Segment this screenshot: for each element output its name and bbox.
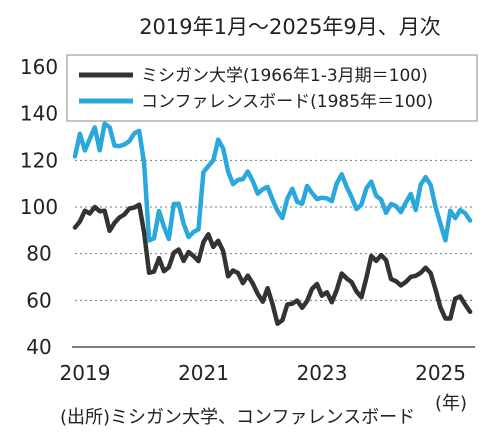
y-tick-label: 40 [26,335,51,359]
series-line-conference-board [72,121,473,243]
y-tick-label: 140 [20,102,58,126]
x-tick-label: 2023 [297,361,348,385]
chart-title: 2019年1月～2025年9月、月次 [139,15,441,39]
y-tick-label: 60 [26,288,51,312]
legend-label-michigan: ミシガン大学(1966年1-3月期＝100) [141,66,428,86]
y-tick-label: 120 [20,148,58,172]
x-tick-label: 2021 [178,361,229,385]
x-tick-labels: 2019 2021 2023 2025 [60,361,466,385]
x-tick-label: 2025 [415,361,466,385]
y-tick-labels: 160 140 120 100 80 60 40 [20,55,58,359]
series-lines [72,121,473,326]
x-axis-unit-label: (年) [435,393,467,414]
legend: ミシガン大学(1966年1-3月期＝100) コンファレンスボード(1985年＝… [66,54,478,122]
y-tick-label: 100 [20,195,58,219]
legend-label-conference-board: コンファレンスボード(1985年＝100) [141,92,433,112]
legend-box [66,54,478,122]
source-note: (出所)ミシガン大学、コンファレンスボード [60,407,415,428]
series-line-michigan [72,202,473,326]
x-tick-label: 2019 [60,361,111,385]
y-tick-label: 80 [26,242,51,266]
y-tick-label: 160 [20,55,58,79]
